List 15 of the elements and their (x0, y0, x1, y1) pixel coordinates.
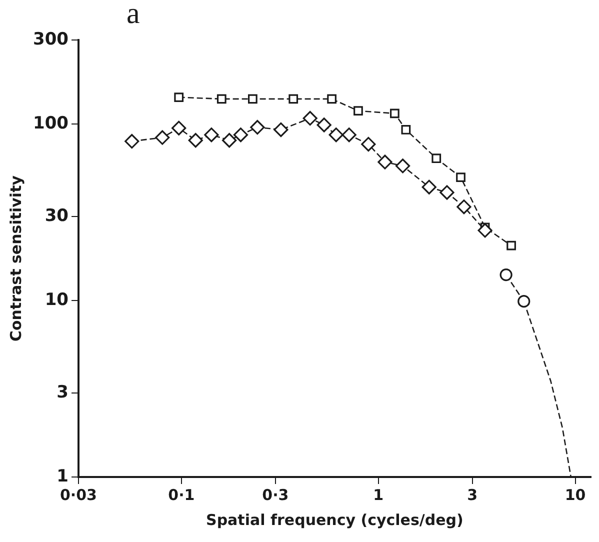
x-tick-label: 0·3 (262, 486, 289, 504)
y-tick-label: 3 (56, 382, 68, 402)
x-tick-label: 0·03 (60, 486, 97, 504)
y-tick-label: 1 (56, 466, 68, 486)
y-tick-label: 30 (44, 206, 69, 226)
text: a (126, 0, 140, 30)
y-tick-label: 300 (32, 29, 69, 50)
x-tick-label: 3 (467, 486, 478, 504)
x-tick-label: 10 (564, 486, 586, 504)
x-tick-label: 1 (373, 486, 384, 504)
y-tick-label: 10 (44, 290, 69, 310)
y-tick-label: 100 (32, 114, 69, 134)
x-tick-label: 0·1 (168, 486, 195, 504)
x-axis-title: Spatial frequency (cycles/deg) (206, 510, 464, 529)
y-axis-title: Contrast sensitivity (6, 175, 25, 342)
